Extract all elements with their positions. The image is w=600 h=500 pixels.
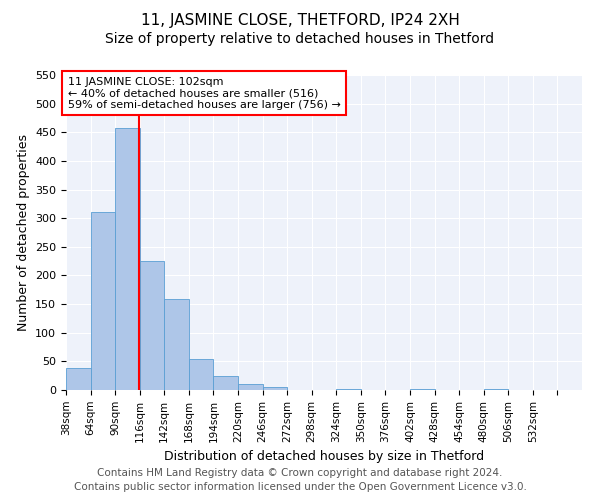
Bar bbox=[115, 128, 140, 390]
Bar bbox=[238, 384, 263, 390]
Text: Contains HM Land Registry data © Crown copyright and database right 2024.: Contains HM Land Registry data © Crown c… bbox=[97, 468, 503, 477]
Bar bbox=[164, 299, 189, 390]
Text: 11 JASMINE CLOSE: 102sqm
← 40% of detached houses are smaller (516)
59% of semi-: 11 JASMINE CLOSE: 102sqm ← 40% of detach… bbox=[68, 76, 341, 110]
Bar bbox=[66, 368, 91, 390]
Bar bbox=[189, 358, 214, 390]
Bar bbox=[91, 212, 115, 390]
Text: Size of property relative to detached houses in Thetford: Size of property relative to detached ho… bbox=[106, 32, 494, 46]
Y-axis label: Number of detached properties: Number of detached properties bbox=[17, 134, 29, 331]
Bar bbox=[263, 386, 287, 390]
Text: Contains public sector information licensed under the Open Government Licence v3: Contains public sector information licen… bbox=[74, 482, 526, 492]
X-axis label: Distribution of detached houses by size in Thetford: Distribution of detached houses by size … bbox=[164, 450, 484, 463]
Bar bbox=[214, 376, 238, 390]
Text: 11, JASMINE CLOSE, THETFORD, IP24 2XH: 11, JASMINE CLOSE, THETFORD, IP24 2XH bbox=[140, 12, 460, 28]
Bar bbox=[140, 260, 164, 390]
